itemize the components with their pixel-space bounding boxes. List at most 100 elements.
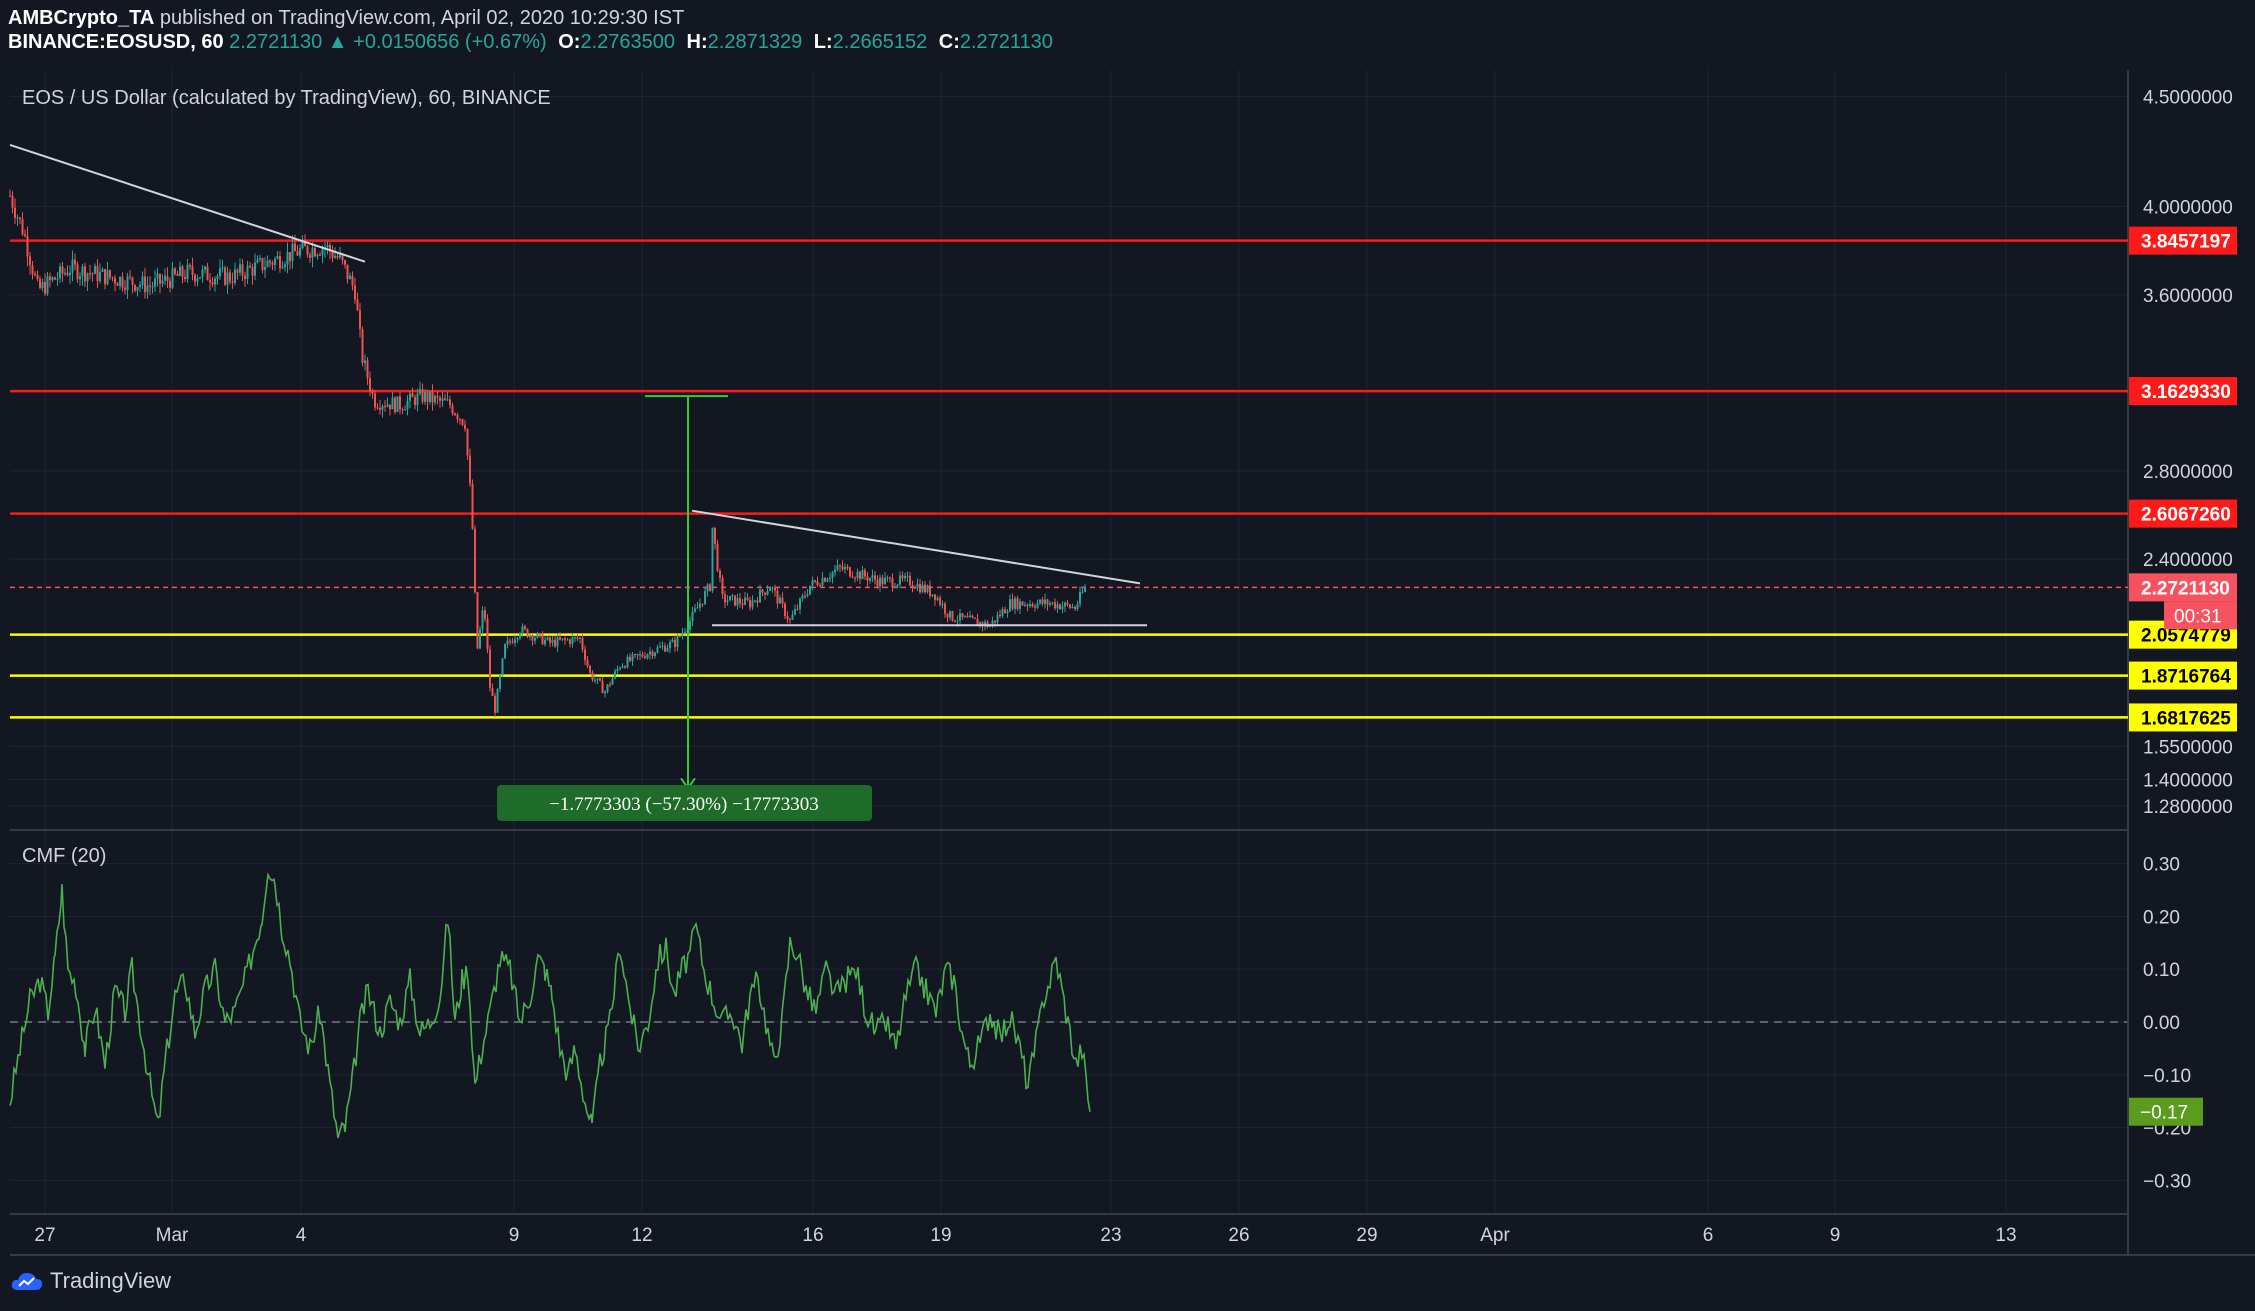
candle-body (376, 407, 379, 409)
cmf-tick-label: 0.00 (2143, 1013, 2180, 1034)
candle-body (46, 276, 49, 294)
candle-body (631, 654, 634, 661)
candle-body (246, 265, 249, 279)
candle-body (781, 597, 784, 604)
time-tick-label: 23 (1100, 1225, 1121, 1246)
candle-body (136, 286, 139, 291)
candle-body (106, 270, 109, 285)
trendline[interactable] (691, 509, 1141, 585)
author-name[interactable]: AMBCrypto_TA (8, 7, 155, 29)
candle-body (429, 391, 431, 402)
candle-body (1036, 603, 1039, 608)
price-axis[interactable]: 4.5000000 4.0000000 3.6000000 2.8000000 2.40… (2129, 87, 2237, 1192)
candle-body (386, 404, 389, 407)
candle-body (576, 637, 579, 639)
change-readout: +0.0150656 (+0.67%) (353, 31, 547, 53)
trendlines[interactable] (9, 143, 1147, 627)
candle-body (236, 269, 239, 273)
candle-body (501, 658, 504, 676)
candle-body (1041, 599, 1044, 604)
candle-body (49, 276, 51, 281)
candle-body (436, 395, 439, 398)
candle-body (811, 580, 814, 586)
grid-lines (10, 70, 2128, 1212)
candle-body (899, 575, 901, 585)
candle-body (131, 277, 134, 285)
candle-body (424, 392, 426, 402)
low-value: 2.2665152 (832, 31, 928, 53)
time-tick-label: 16 (802, 1225, 823, 1246)
candle-body (69, 272, 71, 276)
cmf-value-label: −0.17 (2140, 1103, 2188, 1124)
candle-body (991, 620, 994, 626)
candle-body (724, 594, 726, 603)
candle-body (469, 455, 471, 484)
candle-body (941, 603, 944, 605)
candle-body (179, 266, 181, 276)
candle-body (21, 219, 24, 235)
candle-body (539, 633, 541, 635)
candle-body (551, 639, 554, 643)
candle-body (371, 391, 374, 394)
candle-body (856, 571, 859, 578)
candle-body (699, 603, 701, 608)
candle-body (836, 565, 839, 570)
candle-body (756, 600, 759, 603)
candle-body (926, 585, 929, 593)
candle-body (984, 621, 986, 627)
tradingview-cloud-icon (11, 1273, 43, 1290)
candle-body (741, 603, 744, 605)
candle-body (656, 647, 659, 653)
candle-body (141, 276, 144, 285)
candle-body (829, 577, 831, 580)
candle-body (206, 266, 209, 281)
time-tick-label: 6 (1703, 1225, 1714, 1246)
time-axis[interactable]: 27 Mar 4 9 12 16 19 23 26 29 Apr 6 9 13 (34, 1225, 2016, 1246)
candle-body (271, 262, 274, 265)
brand-logo[interactable]: TradingView (10, 1268, 171, 1294)
candle-body (116, 283, 119, 286)
candle-body (681, 632, 684, 637)
candle-body (194, 274, 196, 282)
candle-body (341, 253, 344, 261)
candle-body (279, 255, 281, 269)
countdown-label: 00:31 (2174, 606, 2222, 627)
candle-body (456, 414, 459, 420)
candle-body (969, 615, 971, 618)
candle-body (216, 275, 219, 279)
candle-body (261, 258, 264, 270)
candle-body (454, 413, 456, 415)
candle-body (1001, 609, 1004, 616)
candle-body (621, 666, 624, 668)
candle-body (339, 253, 341, 258)
candle-body (654, 652, 656, 657)
candle-body (1031, 604, 1034, 607)
candle-body (904, 576, 906, 579)
candle-body (464, 424, 466, 430)
candle-body (26, 235, 29, 257)
measure-tool[interactable]: −1.7773303 (−57.30%) −17773303 (497, 395, 872, 821)
cmf-tick-label: 0.20 (2143, 907, 2180, 928)
candle-body (1009, 599, 1011, 612)
trendline[interactable] (9, 143, 366, 263)
candle-body (896, 584, 899, 587)
candle-body (944, 603, 946, 614)
countdown-tag (2164, 601, 2237, 630)
pane-frame (10, 70, 2255, 1256)
candle-body (564, 638, 566, 640)
candle-body (334, 255, 336, 258)
candle-body (119, 276, 121, 286)
candle-body (226, 272, 229, 285)
candle-body (349, 275, 351, 280)
candle-body (694, 608, 696, 612)
chart-header: AMBCrypto_TA published on TradingView.co… (8, 6, 1053, 54)
candle-body (441, 398, 444, 401)
candle-body (956, 620, 959, 622)
support-level-tag (2129, 703, 2237, 732)
candle-body (776, 590, 779, 604)
candle-body (569, 639, 571, 644)
candle-body (171, 268, 174, 288)
candle-body (779, 597, 781, 604)
candle-body (884, 577, 886, 585)
